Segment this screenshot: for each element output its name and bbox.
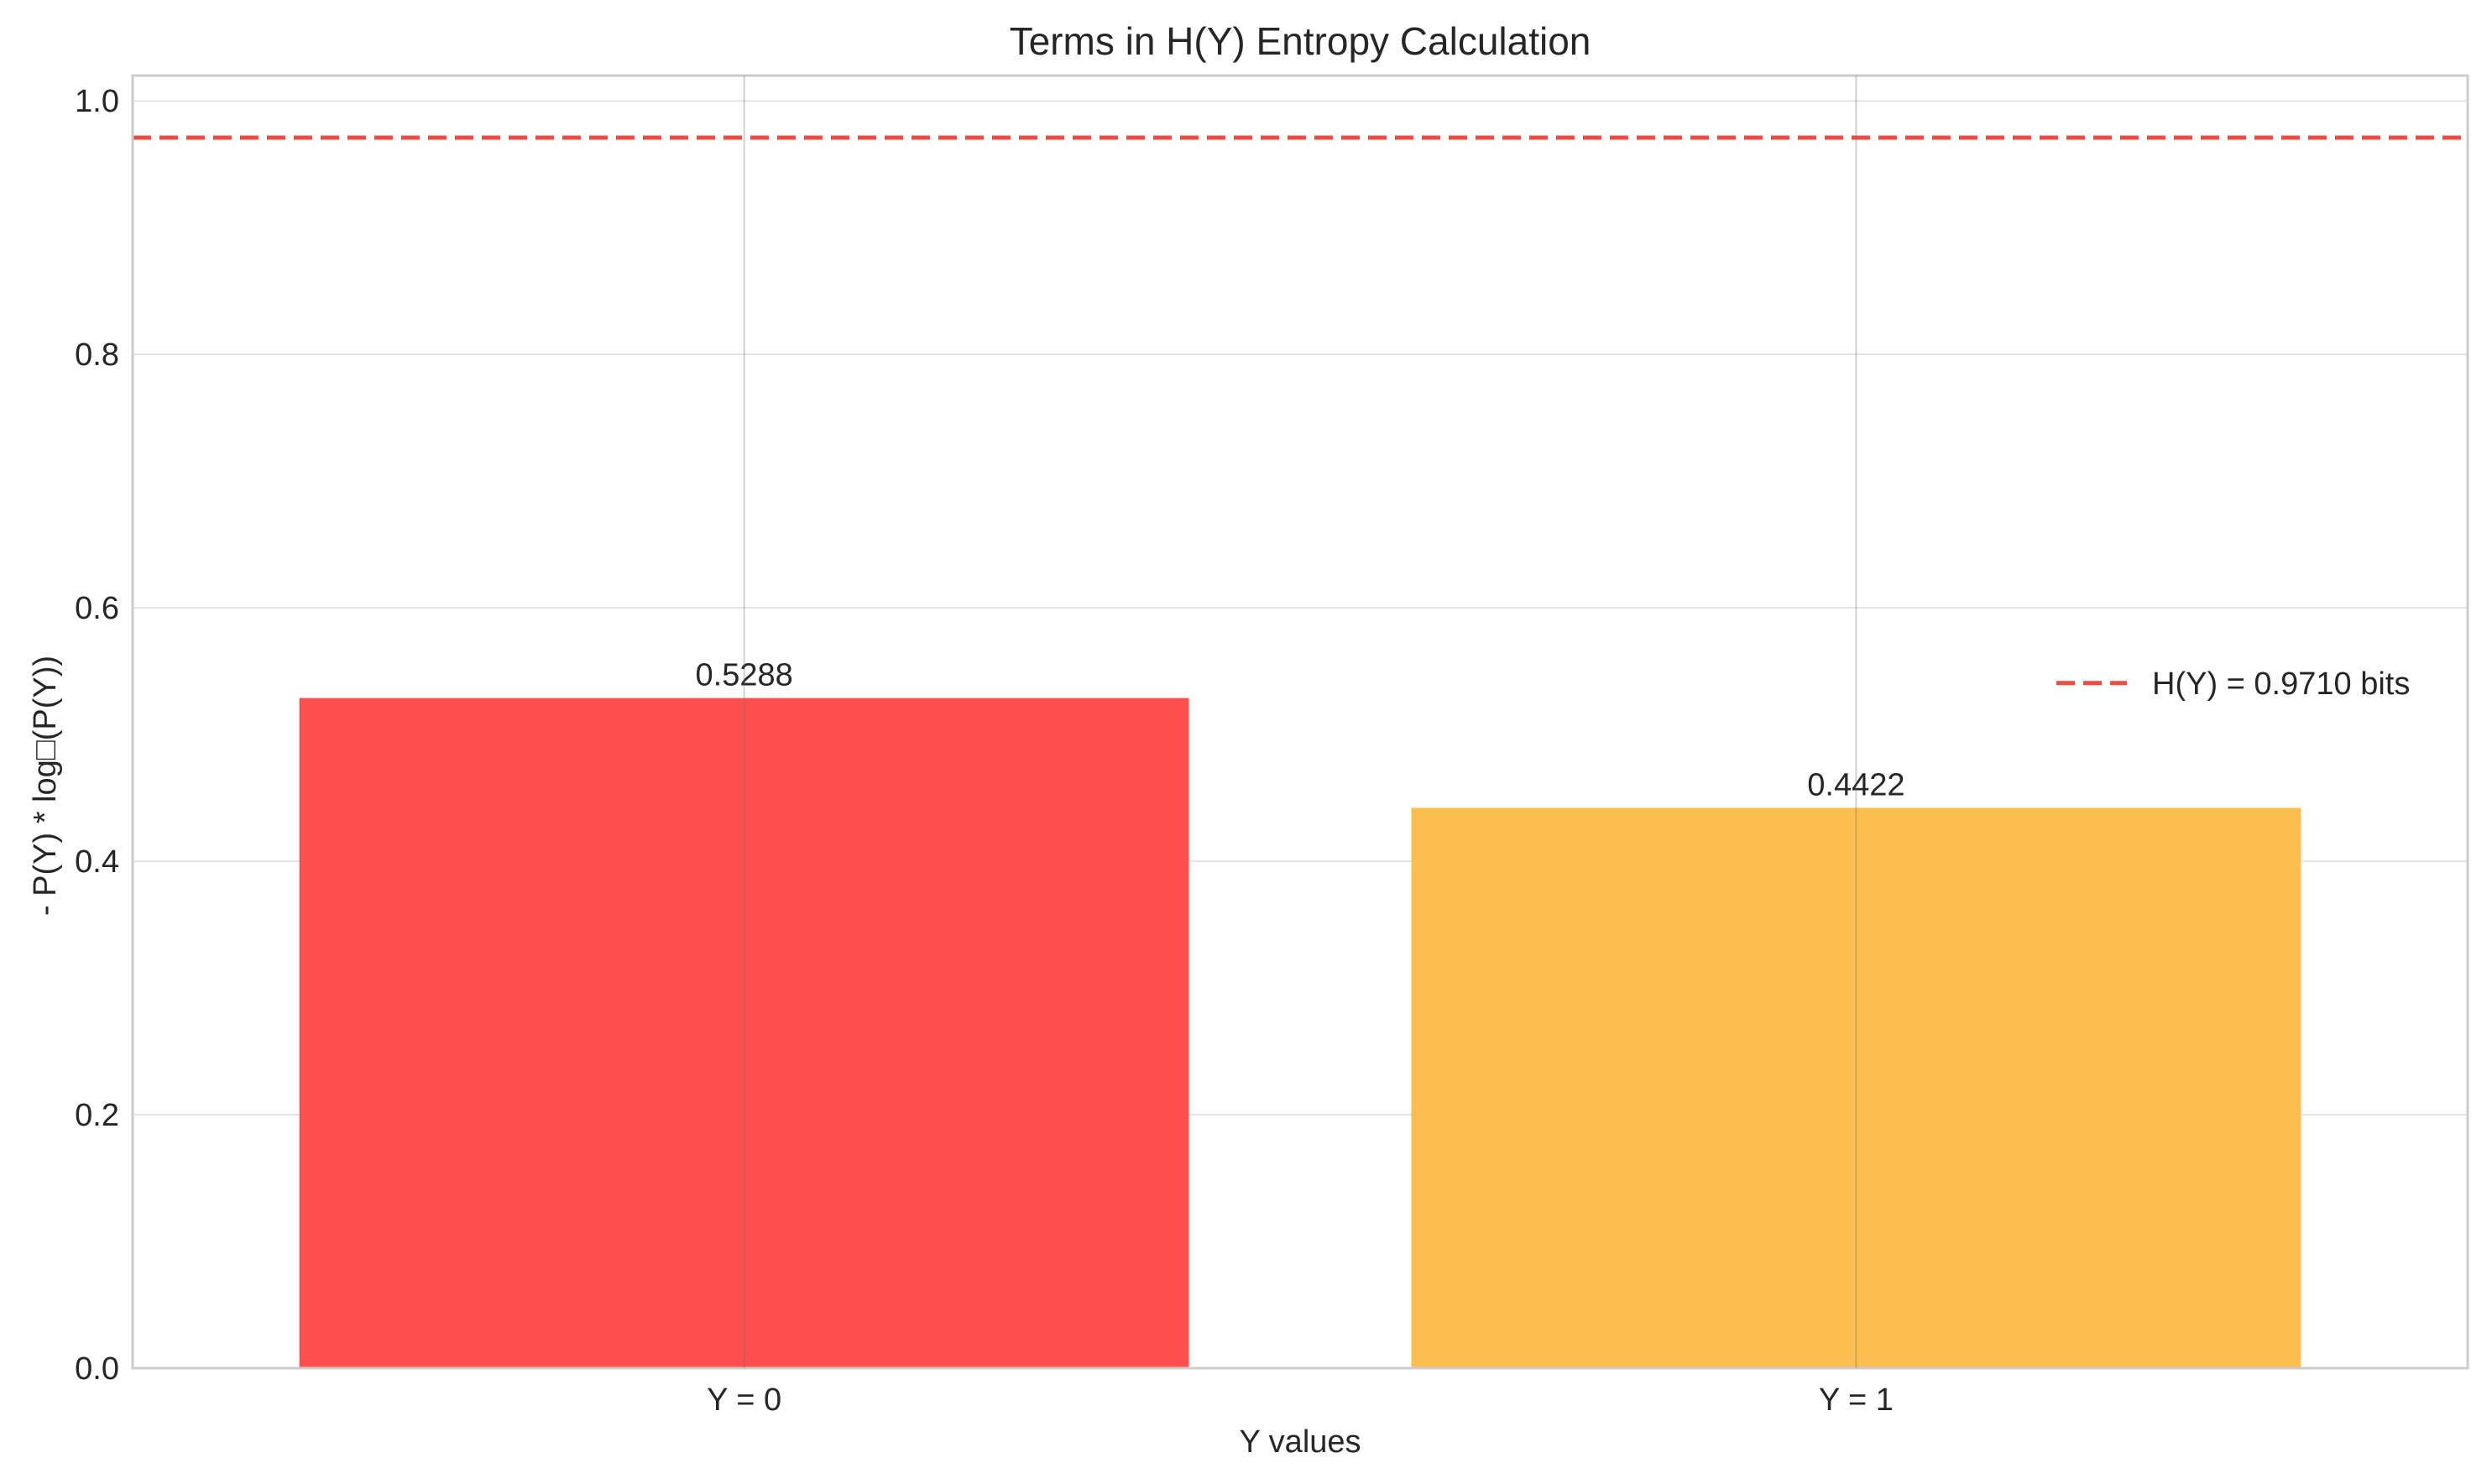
y-tick-label: 0.6: [75, 591, 119, 626]
y-tick-label: 0.0: [75, 1351, 119, 1387]
y-tick-label: 0.8: [75, 337, 119, 373]
y-tick-label: 1.0: [75, 84, 119, 119]
bar-1: [1411, 807, 2301, 1368]
x-tick-label: Y = 1: [1819, 1382, 1894, 1418]
legend-label: H(Y) = 0.9710 bits: [2152, 666, 2410, 702]
chart-title: Terms in H(Y) Entropy Calculation: [1010, 19, 1591, 63]
y-axis-title: - P(Y) * log□(P(Y)): [28, 656, 63, 916]
x-tick-label: Y = 0: [707, 1382, 781, 1418]
x-axis-title: Y values: [1239, 1424, 1361, 1460]
bar-0: [299, 698, 1189, 1368]
legend: H(Y) = 0.9710 bits: [2056, 666, 2410, 702]
y-tick-label: 0.2: [75, 1098, 119, 1133]
bar-value-label: 0.5288: [696, 658, 793, 693]
plot-frame: [131, 74, 2469, 1370]
y-tick-label: 0.4: [75, 844, 119, 880]
bar-value-label: 0.4422: [1807, 767, 1904, 802]
